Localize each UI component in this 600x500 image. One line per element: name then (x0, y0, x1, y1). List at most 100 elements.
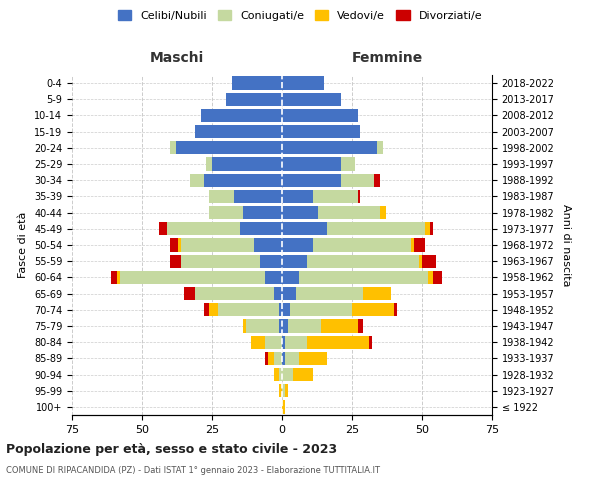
Bar (243, 206, 282, 220)
Bar (167, 222, 240, 235)
Bar (226, 92, 282, 106)
Bar (232, 76, 282, 90)
Bar (274, 368, 279, 381)
Bar (119, 270, 265, 284)
Bar (296, 287, 363, 300)
Bar (206, 158, 212, 170)
Bar (282, 222, 327, 235)
Bar (117, 270, 119, 284)
Bar (411, 238, 413, 252)
Bar (293, 368, 313, 381)
Bar (313, 238, 411, 252)
Bar (282, 206, 319, 220)
Bar (251, 336, 265, 349)
Bar (260, 254, 282, 268)
Bar (341, 158, 355, 170)
Text: COMUNE DI RIPACANDIDA (PZ) - Dati ISTAT 1° gennaio 2023 - Elaborazione TUTTITALI: COMUNE DI RIPACANDIDA (PZ) - Dati ISTAT … (6, 466, 380, 475)
Bar (307, 254, 419, 268)
Bar (285, 384, 287, 398)
Bar (433, 270, 442, 284)
Bar (170, 238, 178, 252)
Bar (290, 303, 352, 316)
Bar (170, 254, 181, 268)
Bar (268, 352, 274, 365)
Bar (279, 368, 282, 381)
Bar (282, 270, 299, 284)
Bar (190, 174, 203, 187)
Bar (369, 336, 371, 349)
Bar (282, 254, 307, 268)
Bar (279, 303, 282, 316)
Bar (282, 368, 293, 381)
Bar (282, 190, 313, 203)
Bar (178, 238, 181, 252)
Y-axis label: Fasce di età: Fasce di età (19, 212, 28, 278)
Bar (352, 303, 394, 316)
Bar (243, 320, 245, 332)
Bar (358, 320, 363, 332)
Text: Popolazione per età, sesso e stato civile - 2023: Popolazione per età, sesso e stato civil… (6, 442, 337, 456)
Bar (282, 336, 285, 349)
Text: Femmine: Femmine (352, 51, 422, 65)
Bar (428, 270, 433, 284)
Bar (209, 190, 235, 203)
Bar (285, 352, 299, 365)
Bar (282, 352, 285, 365)
Bar (341, 174, 374, 187)
Bar (282, 400, 285, 413)
Bar (419, 254, 422, 268)
Bar (203, 174, 282, 187)
Bar (282, 287, 296, 300)
Bar (265, 336, 282, 349)
Legend: Celibi/Nubili, Coniugati/e, Vedovi/e, Divorziati/e: Celibi/Nubili, Coniugati/e, Vedovi/e, Di… (113, 6, 487, 25)
Bar (279, 384, 282, 398)
Bar (282, 320, 287, 332)
Bar (321, 320, 358, 332)
Text: Maschi: Maschi (150, 51, 204, 65)
Bar (181, 254, 260, 268)
Bar (319, 206, 380, 220)
Bar (363, 287, 391, 300)
Bar (430, 222, 433, 235)
Bar (422, 254, 436, 268)
Bar (235, 190, 282, 203)
Bar (176, 141, 282, 154)
Bar (307, 336, 369, 349)
Bar (394, 303, 397, 316)
Bar (380, 206, 386, 220)
Bar (195, 287, 274, 300)
Bar (184, 287, 195, 300)
Bar (274, 287, 282, 300)
Bar (274, 352, 282, 365)
Bar (282, 76, 324, 90)
Bar (287, 320, 321, 332)
Bar (299, 270, 428, 284)
Bar (285, 336, 307, 349)
Bar (201, 109, 282, 122)
Bar (265, 352, 268, 365)
Y-axis label: Anni di nascita: Anni di nascita (562, 204, 571, 286)
Bar (282, 125, 361, 138)
Bar (265, 270, 282, 284)
Bar (425, 222, 430, 235)
Bar (212, 158, 282, 170)
Bar (282, 303, 290, 316)
Bar (377, 141, 383, 154)
Bar (218, 303, 279, 316)
Bar (240, 222, 282, 235)
Bar (282, 174, 341, 187)
Bar (327, 222, 425, 235)
Bar (254, 238, 282, 252)
Bar (209, 303, 218, 316)
Bar (282, 238, 313, 252)
Bar (282, 384, 285, 398)
Bar (209, 206, 243, 220)
Bar (282, 109, 358, 122)
Bar (245, 320, 279, 332)
Bar (282, 141, 377, 154)
Bar (279, 320, 282, 332)
Bar (181, 238, 254, 252)
Bar (111, 270, 117, 284)
Bar (413, 238, 425, 252)
Bar (358, 190, 361, 203)
